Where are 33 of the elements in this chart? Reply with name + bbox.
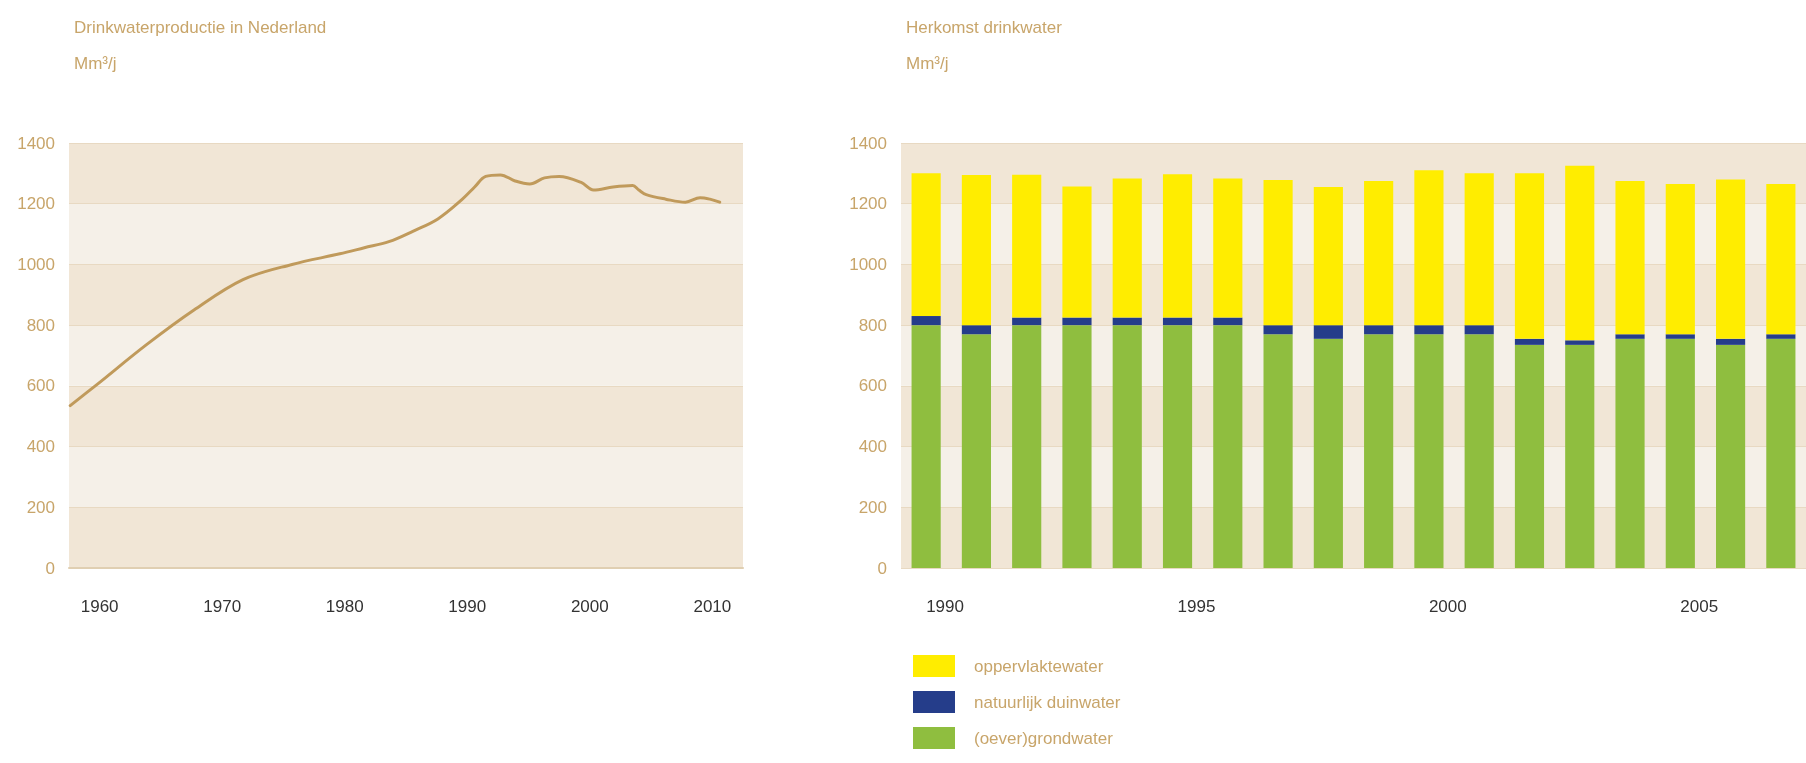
chart-title: Drinkwaterproductie in Nederland xyxy=(74,18,327,37)
y-tick-label: 1400 xyxy=(849,133,887,153)
y-tick-label: 0 xyxy=(45,558,55,578)
x-tick-label: 1960 xyxy=(80,597,119,616)
y-tick-label: 600 xyxy=(858,376,887,396)
y-tick-label: 800 xyxy=(858,315,887,335)
legend-label: oppervlaktewater xyxy=(974,656,1104,676)
y-tick-label: 1000 xyxy=(849,254,887,274)
x-tick-label: 1995 xyxy=(1177,597,1216,616)
y-tick-label: 200 xyxy=(26,497,55,517)
x-tick-label: 1990 xyxy=(926,597,964,616)
y-tick-label: 0 xyxy=(877,558,887,578)
x-tick-label: 1980 xyxy=(325,597,364,616)
y-tick-label: 1000 xyxy=(17,254,55,274)
x-tick-label: 1990 xyxy=(448,597,487,616)
legend-label: natuurlijk duinwater xyxy=(974,692,1121,712)
legend-label: (oever)grondwater xyxy=(974,728,1114,748)
x-tick-label: 2000 xyxy=(570,597,609,616)
y-axis-title: Mm³/j xyxy=(906,54,949,73)
y-tick-label: 600 xyxy=(26,376,55,396)
x-tick-label: 1970 xyxy=(203,597,242,616)
y-tick-label: 400 xyxy=(858,437,887,457)
y-tick-label: 200 xyxy=(858,497,887,517)
x-tick-label: 2010 xyxy=(693,597,732,616)
y-axis-title: Mm³/j xyxy=(74,54,117,73)
y-tick-label: 400 xyxy=(26,437,55,457)
y-tick-label: 800 xyxy=(26,315,55,335)
x-tick-label: 2000 xyxy=(1428,597,1467,616)
x-tick-label: 2005 xyxy=(1680,597,1719,616)
y-tick-label: 1400 xyxy=(17,133,55,153)
chart-title: Herkomst drinkwater xyxy=(906,18,1063,37)
y-tick-label: 1200 xyxy=(17,194,55,214)
y-tick-label: 1200 xyxy=(849,194,887,214)
